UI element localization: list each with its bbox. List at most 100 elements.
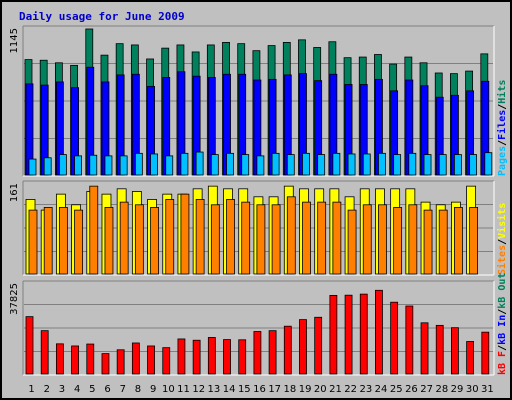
kbf-bar [451,327,459,375]
kbf-bar [207,337,216,375]
y-max-label: 161 [9,183,20,202]
pages-bar [58,154,67,176]
legend-kbytes-part-3: / [497,309,508,315]
day-label: 10 [162,384,175,395]
day-label: 8 [135,384,141,395]
pages-bar [134,152,143,176]
legend-kbytes-part-1: / [497,345,508,351]
legend-hits-files-pages-part-3: / [497,104,508,110]
sites-bar [180,193,190,275]
sites-bar [241,201,251,275]
day-label: 13 [208,384,221,395]
y-max-label: 37825 [9,283,20,315]
day-label: 27 [420,384,433,395]
day-label: 17 [268,384,281,395]
kbf-bar [162,347,171,375]
day-label: 15 [238,384,251,395]
kbf-bar [268,330,277,375]
sites-bar [378,204,387,275]
kbf-bar [420,322,429,375]
sites-bar [332,201,342,275]
legend-kbytes-part-0: kB F [497,351,508,375]
sites-bar [165,199,175,275]
kbf-bar [329,294,338,375]
sites-bar [150,207,159,275]
day-label: 3 [59,384,65,395]
legend-sites-visits-part-1: / [497,239,508,245]
kbf-bar [314,316,323,375]
kbf-bar [192,339,201,375]
kbf-bar [390,301,399,375]
pages-bar [286,154,295,176]
kbf-bar [466,341,475,375]
kbf-bar [147,345,155,375]
sites-bar [302,201,311,275]
legend-kbytes-part-2: kB In [497,315,508,345]
sites-bar [408,204,418,275]
kbf-bar [131,342,140,375]
kbf-bar [481,331,490,375]
pages-bar [150,153,158,176]
sites-bar [195,199,205,275]
day-label: 31 [481,384,494,395]
sites-bar [438,209,448,275]
kbf-bar [40,330,49,375]
day-label: 22 [344,384,357,395]
day-label: 1 [28,384,34,395]
day-label: 24 [375,384,388,395]
legend-hits-files-pages-part-4: Hits [496,80,508,104]
sites-bar [28,209,38,275]
pages-bar [226,152,234,176]
pages-bar [469,154,478,176]
sites-bar [286,196,296,275]
kbf-bar [223,339,231,375]
kbf-bar [344,294,353,375]
legend-hits-files-pages-part-2: Files [496,110,508,140]
kbf-bar [253,331,262,375]
sites-bar [271,204,281,275]
day-label: 7 [120,384,126,395]
pages-bar [393,154,402,176]
legend-hits-files-pages: Pages/Files/Hits [496,80,508,176]
sites-bar [74,209,83,275]
day-label: 19 [299,384,312,395]
kbf-bar [405,305,414,375]
legend-kbytes: kB F/kB In/kB Out [497,273,508,375]
pages-bar [484,152,493,176]
day-label: 21 [329,384,342,395]
sites-bar [317,201,327,275]
pages-bar [256,155,265,176]
pages-bar [210,154,219,176]
day-label: 30 [466,384,479,395]
day-label: 18 [284,384,297,395]
pages-bar [165,155,174,176]
day-label: 29 [451,384,464,395]
pages-bar [119,155,128,176]
pages-bar [43,157,52,176]
sites-bar [347,209,357,275]
pages-bar [180,152,189,176]
pages-bar [89,154,98,176]
legend-kbytes-part-4: kB Out [497,273,508,309]
pages-bar [408,152,417,176]
day-label: 12 [192,384,205,395]
day-label: 9 [150,384,156,395]
day-label: 28 [435,384,448,395]
kbf-bar [283,325,292,375]
pages-bar [438,154,447,176]
pages-bar [104,155,113,176]
pages-bar [454,154,462,176]
pages-bar [332,152,341,176]
kbf-bar [55,343,64,375]
kbf-bar [238,339,247,375]
sites-bar [104,207,114,275]
kbf-bar [101,353,110,375]
kbf-bar [25,316,34,375]
sites-bar [469,207,479,275]
legend-hits-files-pages-part-1: / [497,140,508,146]
chart-title: Daily usage for June 2009 [19,10,185,23]
kbf-bar [116,349,125,375]
pages-bar [271,152,280,176]
legend-sites-visits-part-2: Visits [496,203,508,239]
day-label: 5 [89,384,95,395]
